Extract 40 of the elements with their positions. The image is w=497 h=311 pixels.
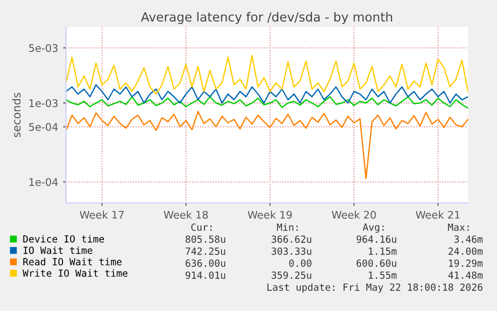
chart-title: Average latency for /dev/sda - by month: [140, 12, 392, 24]
text: 3.46m: [454, 235, 483, 243]
y-tick-label: 5e-04: [29, 122, 58, 131]
text: 805.58u: [186, 235, 226, 243]
text: 1.15m: [368, 248, 397, 255]
line-series: [66, 54, 468, 95]
text: 303.33u: [272, 247, 312, 255]
text: 19.29m: [449, 259, 483, 267]
x-tick-label: Week 19: [248, 210, 292, 219]
x-tick-label: Week 18: [164, 210, 208, 219]
legend-label: Device IO time: [23, 235, 104, 243]
text: 0.00: [289, 259, 312, 267]
x-tick-label: Week 17: [80, 210, 124, 219]
text: 636.00u: [186, 259, 226, 267]
legend-label: Read IO Wait time: [23, 258, 122, 266]
text: Min:: [276, 223, 298, 231]
text: 359.25u: [272, 271, 312, 279]
y-tick-label: 5e-03: [29, 44, 58, 52]
line-series: [66, 84, 468, 104]
text: Cur:: [191, 223, 212, 231]
x-tick-label: Week 21: [416, 210, 460, 219]
text: 964.16u: [356, 235, 396, 243]
text: 742.25u: [186, 247, 226, 255]
text: 366.62u: [272, 235, 312, 243]
line-series: [66, 110, 468, 180]
y-tick-label: 1e-04: [29, 178, 58, 186]
x-tick-label: Week 20: [332, 210, 376, 219]
y-tick-label: 1e-03: [29, 99, 58, 108]
text: 600.60u: [356, 259, 396, 267]
text: 914.01u: [186, 271, 226, 279]
line-series: [66, 96, 468, 109]
text: 1.55m: [368, 272, 397, 279]
legend-label: IO Wait time: [24, 246, 92, 254]
y-axis-title: seconds: [12, 92, 21, 138]
text: Avg:: [362, 224, 384, 233]
legend-label: Write IO Wait time: [22, 269, 128, 277]
text: Max:: [448, 224, 469, 231]
text: 41.48m: [448, 271, 483, 279]
text: Last update: Fri May 22 18:00:18 2026: [267, 283, 482, 293]
text: 24.00m: [448, 247, 483, 255]
